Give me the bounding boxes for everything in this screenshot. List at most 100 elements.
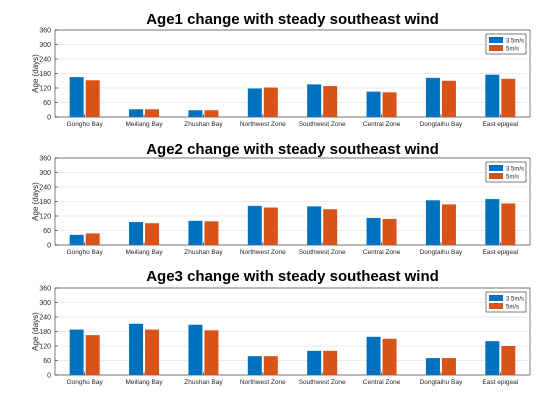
plot-box	[54, 29, 531, 118]
bar	[307, 350, 322, 375]
bar	[501, 346, 516, 375]
x-tick-label: Gonghu Bay	[67, 379, 104, 386]
bar	[425, 358, 440, 375]
y-tick-label: 0	[47, 373, 51, 380]
y-tick-label: 60	[43, 228, 51, 235]
bar	[441, 358, 456, 375]
bar	[204, 221, 219, 245]
x-tick-label: Gonghu Bay	[67, 121, 104, 128]
y-tick-label: 120	[39, 214, 51, 221]
y-tick-label: 360	[39, 156, 51, 163]
bar	[188, 220, 203, 245]
bar	[501, 78, 516, 117]
bar	[129, 323, 144, 375]
bar	[263, 207, 278, 245]
chart-title: Age2 change with steady southeast wind	[146, 141, 439, 158]
plot-box	[54, 287, 531, 376]
y-tick-label: 0	[47, 115, 51, 122]
legend-label: 5m/s	[506, 175, 519, 181]
x-tick-label: Zhushan Bay	[184, 249, 223, 256]
y-tick-label: 120	[39, 86, 51, 93]
bar	[69, 329, 84, 375]
bar	[382, 92, 397, 117]
x-tick-label: Zhushan Bay	[184, 379, 223, 386]
bar	[323, 86, 338, 117]
bar	[382, 338, 397, 375]
x-tick-label: Meiliang Bay	[125, 249, 163, 256]
legend: 3.5m/s 5m/s	[485, 291, 527, 313]
chart-title: Age3 change with steady southeast wind	[146, 268, 439, 285]
bar	[69, 234, 84, 245]
bar	[263, 356, 278, 375]
y-tick-label: 180	[39, 329, 51, 336]
y-tick-label: 180	[39, 199, 51, 206]
bar	[188, 110, 203, 117]
bar	[366, 336, 381, 375]
bar	[441, 204, 456, 245]
x-tick-label: Gonghu Bay	[67, 249, 104, 256]
x-tick-label: Northwest Zone	[240, 249, 286, 256]
x-tick-label: Southwest Zone	[299, 379, 346, 386]
legend-swatch	[489, 295, 503, 301]
bar	[307, 206, 322, 245]
legend-swatch	[489, 37, 503, 43]
y-tick-label: 60	[43, 358, 51, 365]
y-tick-label: 360	[39, 286, 51, 293]
bar	[129, 109, 144, 117]
bar	[323, 209, 338, 245]
bar	[323, 350, 338, 375]
y-tick-label: 240	[39, 57, 51, 64]
y-tick-label: 300	[39, 170, 51, 177]
y-axis-label: Age (days)	[31, 182, 40, 221]
x-tick-label: Central Zone	[363, 379, 401, 386]
legend-label: 5m/s	[506, 47, 519, 53]
bar	[129, 222, 144, 245]
bar	[69, 77, 84, 117]
y-tick-label: 60	[43, 100, 51, 107]
bar	[145, 109, 160, 117]
bar	[382, 218, 397, 245]
chart-panel-2: Age2 change with steady southeast wind 0 6…	[31, 141, 531, 256]
y-tick-label: 300	[39, 42, 51, 49]
y-axis-label: Age (days)	[31, 312, 40, 351]
y-tick-label: 0	[47, 243, 51, 250]
y-tick-label: 180	[39, 71, 51, 78]
x-tick-label: Central Zone	[363, 121, 401, 128]
bar	[204, 110, 219, 117]
y-axis-label: Age (days)	[31, 54, 40, 93]
x-tick-label: Northwest Zone	[240, 379, 286, 386]
plot-box	[54, 157, 531, 246]
x-tick-label: East epigeal	[482, 379, 518, 386]
x-tick-label: Southwest Zone	[299, 249, 346, 256]
legend-label: 3.5m/s	[506, 39, 524, 45]
bar	[247, 205, 262, 245]
chart-title: Age1 change with steady southeast wind	[146, 11, 439, 28]
y-tick-label: 240	[39, 185, 51, 192]
bar	[366, 91, 381, 117]
x-tick-label: Meiliang Bay	[125, 121, 163, 128]
bar	[501, 203, 516, 245]
x-tick-label: Southwest Zone	[299, 121, 346, 128]
legend-swatch	[489, 173, 503, 179]
legend: 3.5m/s 5m/s	[485, 33, 527, 55]
y-tick-label: 360	[39, 28, 51, 35]
legend: 3.5m/s 5m/s	[485, 161, 527, 183]
bar	[204, 330, 219, 375]
bar	[85, 80, 100, 117]
chart-panel-3: Age3 change with steady southeast wind 0 6…	[31, 268, 531, 386]
bar	[307, 84, 322, 117]
legend-label: 3.5m/s	[506, 167, 524, 173]
x-tick-label: Dongtaihu Bay	[420, 121, 463, 128]
x-tick-label: Dongtaihu Bay	[420, 379, 463, 386]
bar	[247, 88, 262, 117]
bar	[85, 335, 100, 375]
x-tick-label: East epigeal	[482, 121, 518, 128]
x-tick-label: Zhushan Bay	[184, 121, 223, 128]
bar	[247, 356, 262, 375]
x-tick-label: Meiliang Bay	[125, 379, 163, 386]
chart-panel-1: Age1 change with steady southeast wind 0 6…	[31, 11, 531, 128]
x-tick-label: Dongtaihu Bay	[420, 249, 463, 256]
bar	[485, 199, 500, 245]
